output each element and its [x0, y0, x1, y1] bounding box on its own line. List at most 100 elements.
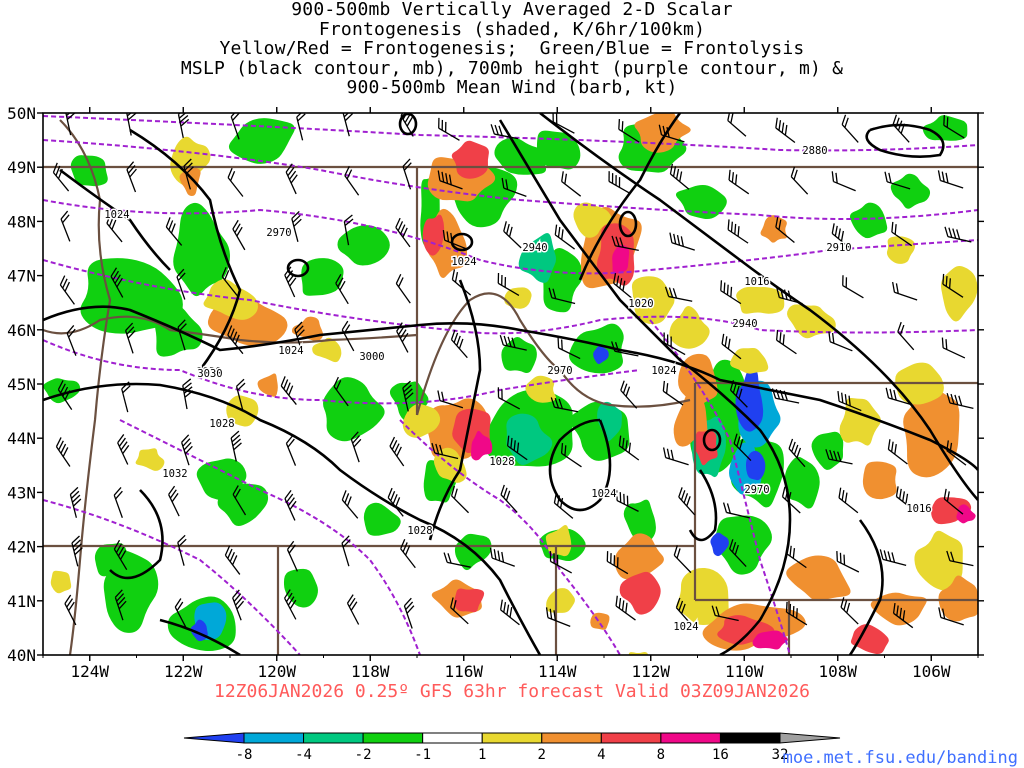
wind-barb [396, 322, 409, 353]
wind-barb [350, 431, 362, 463]
barb-flag [106, 213, 112, 224]
barb-flag [71, 494, 81, 503]
mslp-label: 1016 [744, 276, 769, 288]
lat-label: 50N [7, 104, 36, 123]
barb-flag [350, 601, 358, 611]
wind-barb [550, 397, 579, 413]
barb-flag [898, 488, 902, 500]
barb-staff [333, 386, 349, 407]
barb-flag [892, 281, 896, 293]
barb-flag [183, 386, 193, 394]
barb-flag [289, 277, 297, 287]
height-contour [43, 339, 641, 405]
lat-label: 47N [7, 267, 36, 286]
wind-barb [395, 273, 411, 304]
barb-flag [292, 214, 301, 223]
barb-flag [400, 113, 407, 117]
field-patch [135, 448, 165, 471]
barb-flag [734, 223, 737, 235]
barb-flag [182, 378, 192, 386]
barb-flag [289, 500, 297, 510]
barb-flag [450, 232, 453, 244]
barb-flag [112, 270, 120, 281]
wind-barb [346, 594, 360, 625]
wind-barb [887, 439, 908, 465]
barb-flag [182, 438, 191, 447]
barb-flag [615, 236, 620, 247]
colorbar-left-arrow [183, 732, 245, 744]
barb-flag [734, 174, 738, 185]
wind-barb [165, 217, 183, 246]
barb-flag [232, 113, 240, 121]
barb-flag [948, 227, 953, 238]
wind-barb [836, 551, 860, 573]
barb-flag [946, 550, 951, 561]
barb-flag [506, 435, 510, 446]
barb-flag [169, 489, 177, 499]
barb-flag [403, 597, 412, 607]
barb-flag [114, 274, 121, 284]
mslp-label: 1030 [196, 366, 221, 378]
barb-flag [494, 124, 499, 136]
barb-staff [350, 439, 360, 463]
field-patch [886, 236, 916, 264]
barb-flag [888, 172, 892, 184]
barb-flag [64, 390, 71, 400]
barb-flag [618, 177, 621, 188]
contour-layer [43, 113, 978, 655]
barb-flag [387, 487, 393, 498]
barb-flag [489, 547, 493, 559]
barb-flag [552, 288, 557, 299]
barb-staff [838, 497, 859, 514]
barb-flag [178, 323, 187, 332]
wind-barb [450, 329, 468, 359]
barb-flag [945, 339, 948, 350]
barb-flag [775, 117, 778, 129]
wind-barb [771, 388, 800, 404]
barb-flag [894, 224, 897, 235]
barb-flag [509, 607, 513, 618]
barb-flag [183, 158, 192, 167]
barb-flag [232, 589, 240, 599]
barb-flag [118, 437, 126, 447]
barb-flag [73, 543, 82, 552]
barb-flag [779, 389, 785, 401]
barb-staff [892, 124, 910, 143]
barb-flag [66, 113, 76, 121]
barb-flag [290, 174, 298, 184]
barb-flag [234, 223, 241, 233]
barb-staff [554, 234, 576, 250]
barb-flag [62, 386, 69, 397]
barb-staff [888, 448, 908, 465]
wind-barb [227, 167, 244, 197]
barb-flag [451, 269, 456, 280]
barb-flag [57, 380, 64, 390]
barb-flag [237, 382, 246, 391]
barb-flag [403, 384, 412, 393]
barb-staff [942, 347, 966, 359]
wind-barb [296, 113, 306, 141]
field-patch [257, 373, 278, 397]
barb-flag [227, 548, 233, 559]
colorbar-label: -4 [295, 747, 312, 763]
colorbar-box [303, 732, 364, 744]
barb-flag [796, 608, 798, 619]
barb-flag [183, 382, 192, 390]
barb-flag [560, 443, 564, 454]
barb-flag [675, 597, 681, 608]
barb-flag [404, 388, 413, 397]
colorbar-label: 1 [478, 747, 486, 763]
height-label: 2970 [547, 365, 572, 377]
mslp-label: 1024 [278, 345, 303, 357]
wind-barb [227, 325, 244, 355]
wind-barb [727, 113, 747, 137]
barb-flag [553, 492, 557, 504]
wind-barb [176, 268, 186, 300]
mslp-closed-contour [286, 258, 310, 278]
barb-flag [938, 607, 942, 618]
barb-flag [116, 593, 125, 602]
field-patch [453, 588, 485, 613]
barb-staff [552, 121, 575, 134]
barb-flag [837, 451, 842, 462]
barb-flag [114, 589, 123, 598]
